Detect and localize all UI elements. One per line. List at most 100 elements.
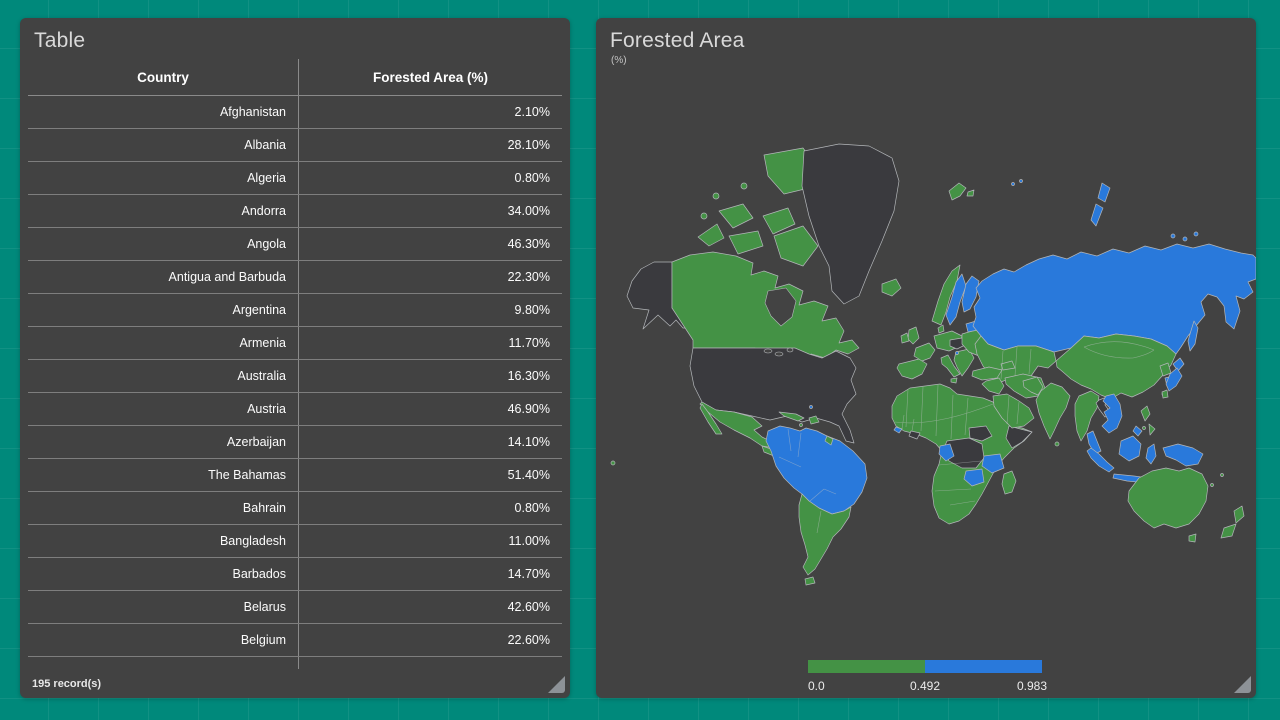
map-region-new-siberian[interactable]: [1170, 233, 1176, 239]
map-region-sicily[interactable]: [950, 377, 958, 384]
table-row[interactable]: The Bahamas 51.40%: [28, 459, 562, 492]
map-region-china-mongolia[interactable]: [1055, 333, 1177, 400]
map-region-slovenia[interactable]: [955, 351, 959, 355]
map-region-arctic-island[interactable]: [700, 212, 708, 220]
map-region-zambia[interactable]: [963, 468, 985, 487]
map-region-sri-lanka[interactable]: [1054, 441, 1060, 447]
map-region-jamaica[interactable]: [799, 423, 803, 427]
legend-bar-high[interactable]: [925, 660, 1042, 673]
table-row[interactable]: Bangladesh 11.00%: [28, 525, 562, 558]
map-region-new-siberian[interactable]: [1193, 231, 1199, 237]
table-row[interactable]: Australia 16.30%: [28, 360, 562, 393]
map-region-fiji[interactable]: [610, 460, 616, 466]
resize-handle-icon[interactable]: [1234, 676, 1251, 693]
map-region-arctic-island[interactable]: [762, 207, 796, 235]
map-region-cuba[interactable]: [778, 411, 805, 422]
map-region-philippines[interactable]: [1142, 426, 1146, 430]
map-region-greenland[interactable]: [801, 143, 900, 305]
map-region-iberia[interactable]: [896, 358, 928, 380]
map-region-denmark[interactable]: [937, 324, 945, 334]
map-region-vietnam-cambodia[interactable]: [1101, 393, 1123, 434]
map-region-new-zealand[interactable]: [1233, 505, 1245, 524]
table-row[interactable]: Andorra 34.00%: [28, 195, 562, 228]
map-region-japan[interactable]: [1172, 357, 1185, 372]
map-region-iceland[interactable]: [881, 278, 902, 297]
map-region-arctic-island[interactable]: [697, 223, 725, 247]
table-row[interactable]: Belgium 22.60%: [28, 624, 562, 657]
column-header-forested-area[interactable]: Forested Area (%): [298, 59, 562, 95]
map-region-fiji[interactable]: [1220, 473, 1224, 477]
map-region-iraq-syria[interactable]: [981, 377, 1005, 395]
map-region-caucasus[interactable]: [1000, 360, 1016, 371]
map-region-arabia[interactable]: [992, 393, 1035, 429]
map-region-arctic-island[interactable]: [740, 182, 748, 190]
map-region-japan[interactable]: [1165, 367, 1183, 392]
map-region-myanmar-thailand[interactable]: [1074, 390, 1100, 442]
map-region-new-caledonia[interactable]: [1210, 483, 1214, 487]
table-row[interactable]: Austria 46.90%: [28, 393, 562, 426]
map-region-guinea-bissau[interactable]: [893, 426, 903, 434]
map-region-arctic-island[interactable]: [718, 203, 754, 229]
map-region-uk[interactable]: [907, 326, 920, 345]
table-row[interactable]: Belarus 42.60%: [28, 591, 562, 624]
map-region-borneo[interactable]: [1118, 435, 1142, 462]
resize-handle-icon[interactable]: [548, 676, 565, 693]
map-region-palawan[interactable]: [1132, 425, 1143, 437]
map-region-liberia[interactable]: [908, 430, 921, 440]
map-region-franz-josef[interactable]: [1011, 182, 1015, 186]
table-row[interactable]: Antigua and Barbuda 22.30%: [28, 261, 562, 294]
map-region-pakistan-afghanistan[interactable]: [1022, 376, 1044, 396]
map-region-norway[interactable]: [931, 264, 961, 326]
table-row[interactable]: Angola 46.30%: [28, 228, 562, 261]
map-region-turkey[interactable]: [971, 366, 1003, 381]
map-region-india[interactable]: [1035, 382, 1071, 440]
map-region-taiwan[interactable]: [1161, 389, 1169, 399]
map-region-czech-hungary[interactable]: [949, 337, 966, 350]
map-region-tasmania[interactable]: [1188, 533, 1197, 543]
map-region-madagascar[interactable]: [1001, 470, 1017, 495]
map-region-australia[interactable]: [1127, 467, 1209, 529]
table-row[interactable]: Albania 28.10%: [28, 129, 562, 162]
map-region-baffin[interactable]: [773, 225, 819, 267]
map-region-france[interactable]: [913, 342, 936, 362]
map-region-hispaniola[interactable]: [808, 415, 820, 425]
legend-bar-low[interactable]: [808, 660, 925, 673]
map-region-novaya-zemlya[interactable]: [1090, 203, 1104, 227]
table-row[interactable]: Azerbaijan 14.10%: [28, 426, 562, 459]
table-row[interactable]: Armenia 11.70%: [28, 327, 562, 360]
map-region-franz-josef[interactable]: [1019, 179, 1023, 183]
world-map-canvas[interactable]: [605, 95, 1256, 655]
map-region-tanzania[interactable]: [981, 453, 1005, 474]
map-region-new-siberian[interactable]: [1182, 236, 1188, 242]
table-row[interactable]: Barbados 14.70%: [28, 558, 562, 591]
map-region-svalbard[interactable]: [948, 182, 967, 201]
map-region-guyana[interactable]: [824, 435, 834, 446]
column-header-country[interactable]: Country: [137, 69, 189, 85]
map-region-bahamas[interactable]: [809, 405, 813, 409]
map-region-novaya-zemlya[interactable]: [1097, 182, 1111, 203]
map-region-somalia[interactable]: [1005, 425, 1033, 449]
map-region-malay-peninsula[interactable]: [1086, 430, 1102, 455]
map-region-ireland[interactable]: [900, 332, 910, 344]
map-region-new-zealand[interactable]: [1220, 523, 1237, 539]
map-region-argentina-chile[interactable]: [798, 493, 852, 576]
map-region-sakhalin[interactable]: [1187, 320, 1199, 352]
map-region-arctic-island[interactable]: [728, 230, 764, 255]
map-region-south-america-north[interactable]: [765, 425, 868, 515]
map-region-new-guinea[interactable]: [1162, 443, 1204, 467]
map-region-tierra-del-fuego[interactable]: [804, 576, 816, 586]
table-row[interactable]: Algeria 0.80%: [28, 162, 562, 195]
table-row[interactable]: Afghanistan 2.10%: [28, 96, 562, 129]
map-region-philippines[interactable]: [1148, 423, 1156, 436]
map-region-gabon[interactable]: [938, 443, 955, 462]
table-row[interactable]: Argentina 9.80%: [28, 294, 562, 327]
map-region-philippines[interactable]: [1140, 405, 1151, 422]
map-region-svalbard[interactable]: [966, 189, 975, 197]
map-region-baja[interactable]: [699, 403, 723, 435]
table-row[interactable]: Bahrain 0.80%: [28, 492, 562, 525]
map-region-italy[interactable]: [940, 354, 961, 378]
map-region-arctic-island[interactable]: [712, 192, 720, 200]
map-region-south-sudan[interactable]: [968, 425, 993, 442]
map-region-sulawesi[interactable]: [1145, 443, 1157, 465]
map-region-sumatra[interactable]: [1086, 447, 1115, 473]
